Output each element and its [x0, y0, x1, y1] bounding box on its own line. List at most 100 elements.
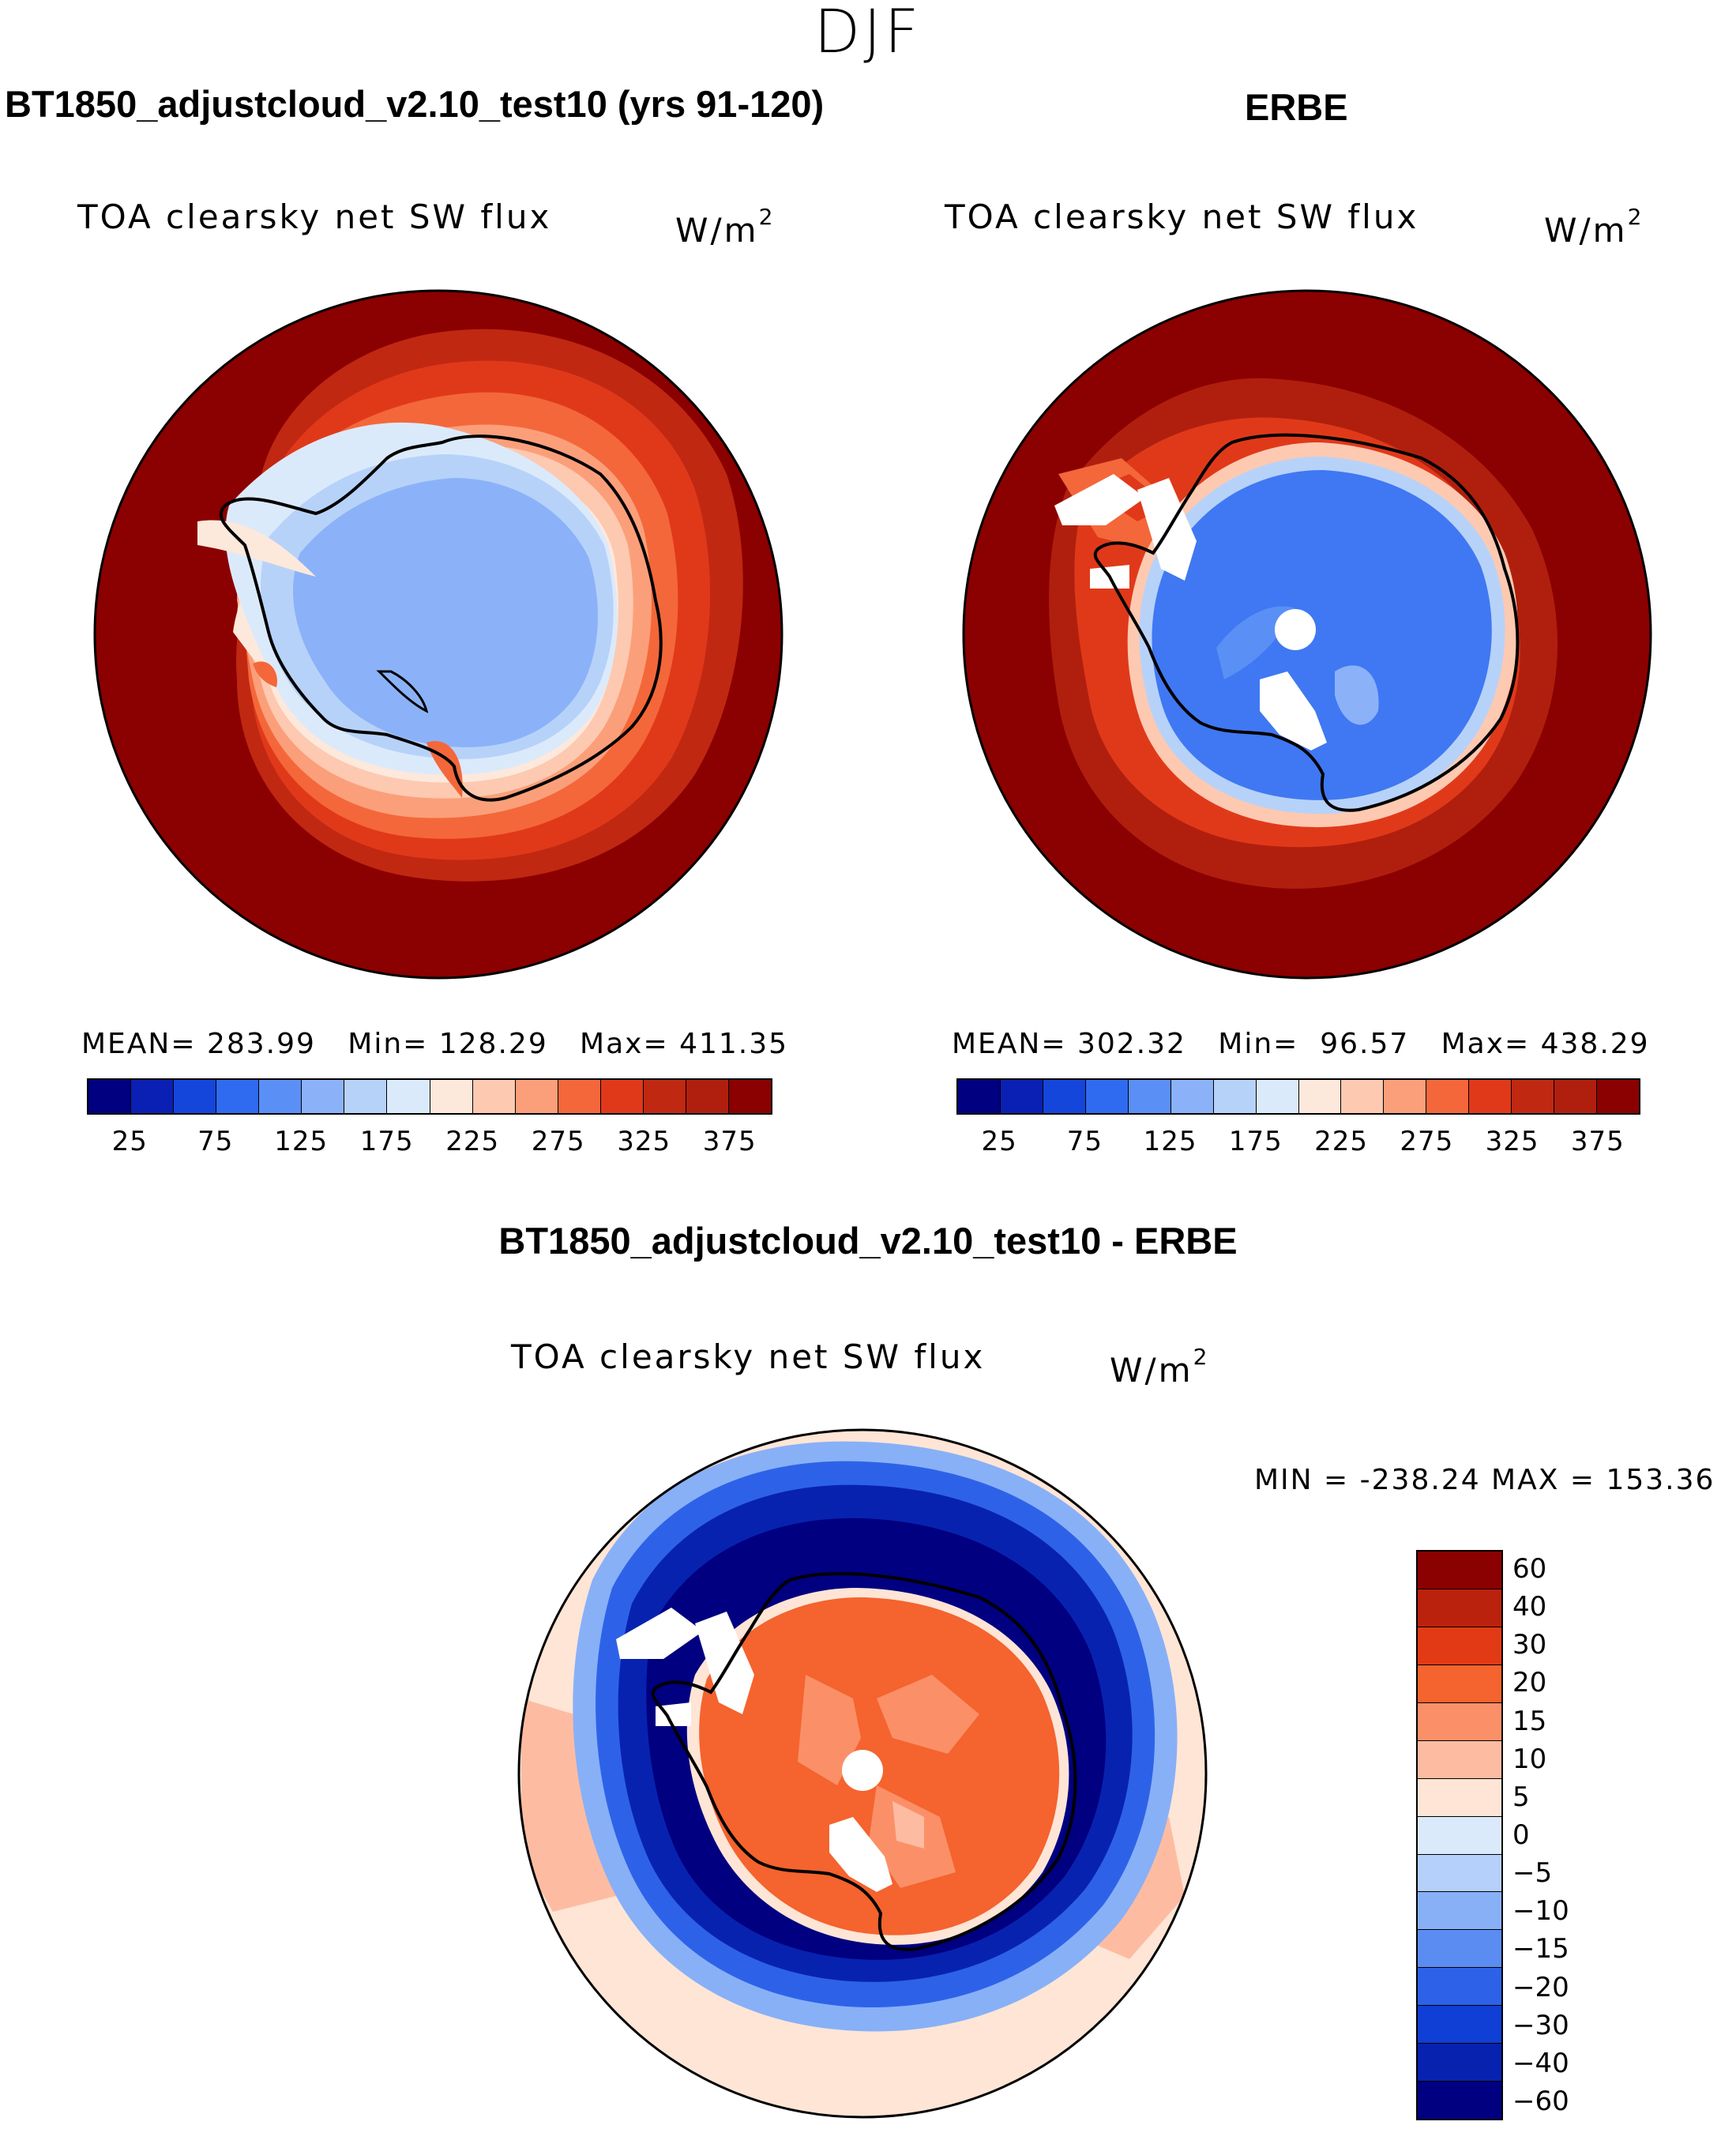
colorbar-tick-label: 25	[111, 1126, 148, 1157]
colorbar-tick-label: −40	[1512, 2047, 1569, 2079]
colorbar-tick-label: −60	[1512, 2085, 1569, 2117]
panel-1-stats: MEAN= 283.99 Min= 128.29 Max= 411.35	[81, 1028, 789, 1060]
colorbar-swatch	[1418, 1892, 1501, 1931]
colorbar-tick-label: 0	[1512, 1819, 1530, 1851]
colorbar-swatch	[1418, 1627, 1501, 1665]
colorbar-tick-label: 225	[1314, 1126, 1369, 1157]
colorbar-tick-label: 375	[1570, 1126, 1625, 1157]
colorbar-swatch	[1512, 1080, 1555, 1113]
colorbar-tick-label: 275	[1400, 1126, 1454, 1157]
colorbar-tick-label: 225	[445, 1126, 500, 1157]
colorbar-tick-label: 75	[1066, 1126, 1103, 1157]
colorbar-tick-label: 30	[1512, 1629, 1547, 1661]
panel-1-colorbar	[87, 1078, 772, 1115]
panel-2-colorbar	[956, 1078, 1640, 1115]
colorbar-swatch	[1418, 2044, 1501, 2082]
colorbar-swatch	[728, 1080, 771, 1113]
colorbar-swatch	[1043, 1080, 1086, 1113]
colorbar-tick-label: 10	[1512, 1743, 1547, 1775]
colorbar-tick-label: 75	[197, 1126, 234, 1157]
panel-2-units: W/m2	[1544, 204, 1644, 250]
colorbar-swatch	[1418, 1816, 1501, 1855]
colorbar-swatch	[1418, 1968, 1501, 2007]
colorbar-tick-label: 125	[1143, 1126, 1197, 1157]
colorbar-swatch	[1213, 1080, 1257, 1113]
colorbar-swatch	[88, 1080, 132, 1113]
colorbar-swatch	[387, 1080, 430, 1113]
panel-3-units: W/m2	[1110, 1344, 1210, 1390]
colorbar-swatch	[515, 1080, 558, 1113]
colorbar-tick-label: 375	[702, 1126, 757, 1157]
colorbar-swatch	[1256, 1080, 1299, 1113]
colorbar-swatch	[686, 1080, 729, 1113]
panel-2-colorbar-ticks: 25 75 125 175 225 275 325 375	[956, 1126, 1640, 1160]
colorbar-swatch	[1418, 1778, 1501, 1817]
colorbar-swatch	[1418, 2006, 1501, 2044]
colorbar-tick-label: 175	[359, 1126, 414, 1157]
colorbar-swatch	[643, 1080, 686, 1113]
panel-1-variable: TOA clearsky net SW flux	[77, 197, 552, 236]
colorbar-swatch	[958, 1080, 1001, 1113]
panel-1-colorbar-ticks: 25 75 125 175 225 275 325 375	[87, 1126, 772, 1160]
colorbar-tick-label: 175	[1228, 1126, 1283, 1157]
colorbar-tick-label: 15	[1512, 1705, 1547, 1737]
colorbar-tick-label: 60	[1512, 1553, 1547, 1585]
colorbar-swatch	[302, 1080, 345, 1113]
colorbar-swatch	[430, 1080, 473, 1113]
colorbar-swatch	[1418, 2082, 1501, 2120]
panel-2-stats: MEAN= 302.32 Min= 96.57 Max= 438.29	[952, 1028, 1650, 1060]
panel-1-title: BT1850_adjustcloud_v2.10_test10 (yrs 91-…	[5, 83, 825, 125]
colorbar-swatch	[1597, 1080, 1639, 1113]
colorbar-swatch	[1426, 1080, 1470, 1113]
colorbar-swatch	[1341, 1080, 1385, 1113]
colorbar-swatch	[1298, 1080, 1342, 1113]
colorbar-swatch	[216, 1080, 260, 1113]
colorbar-swatch	[1469, 1080, 1512, 1113]
colorbar-swatch	[558, 1080, 601, 1113]
colorbar-swatch	[1000, 1080, 1043, 1113]
colorbar-swatch	[344, 1080, 388, 1113]
colorbar-tick-label: 325	[617, 1126, 671, 1157]
colorbar-tick-label: −30	[1512, 2009, 1569, 2041]
colorbar-swatch	[1170, 1080, 1214, 1113]
colorbar-swatch	[259, 1080, 302, 1113]
panel-3-title: BT1850_adjustcloud_v2.10_test10 - ERBE	[498, 1220, 1238, 1262]
colorbar-tick-label: −5	[1512, 1857, 1553, 1890]
colorbar-swatch	[1418, 1854, 1501, 1893]
panel-2-title: ERBE	[1245, 86, 1348, 128]
colorbar-swatch	[174, 1080, 217, 1113]
colorbar-tick-label: 125	[274, 1126, 329, 1157]
colorbar-swatch	[1418, 1552, 1501, 1589]
panel-2-variable: TOA clearsky net SW flux	[945, 197, 1419, 236]
colorbar-tick-label: −20	[1512, 1971, 1569, 2003]
colorbar-swatch	[1085, 1080, 1129, 1113]
panel-3-colorbar	[1416, 1550, 1503, 2120]
colorbar-swatch	[131, 1080, 175, 1113]
colorbar-swatch	[1128, 1080, 1171, 1113]
panel-3-variable: TOA clearsky net SW flux	[511, 1337, 986, 1376]
colorbar-tick-label: −15	[1512, 1933, 1569, 1965]
colorbar-tick-label: 20	[1512, 1667, 1547, 1699]
panel-1-units: W/m2	[675, 204, 776, 250]
colorbar-tick-label: 275	[531, 1126, 585, 1157]
panel-3-minmax: MIN = -238.24 MAX = 153.36	[1254, 1464, 1715, 1496]
colorbar-swatch	[1418, 1664, 1501, 1703]
colorbar-swatch	[1418, 1930, 1501, 1969]
colorbar-swatch	[1384, 1080, 1427, 1113]
colorbar-tick-label: 325	[1485, 1126, 1539, 1157]
colorbar-swatch	[472, 1080, 516, 1113]
colorbar-swatch	[1554, 1080, 1598, 1113]
colorbar-tick-label: 25	[981, 1126, 1017, 1157]
colorbar-tick-label: −10	[1512, 1895, 1569, 1928]
colorbar-swatch	[1418, 1702, 1501, 1741]
season-title: DJF	[814, 0, 922, 66]
colorbar-tick-label: 40	[1512, 1591, 1547, 1623]
colorbar-tick-label: 5	[1512, 1781, 1530, 1813]
panel-3-colorbar-ticks: 60 40 30 20 15 10 5 0 −5 −10 −15 −20 −30 −40 −60	[1512, 1550, 1631, 2120]
colorbar-swatch	[600, 1080, 644, 1113]
colorbar-swatch	[1418, 1740, 1501, 1779]
colorbar-swatch	[1418, 1589, 1501, 1627]
